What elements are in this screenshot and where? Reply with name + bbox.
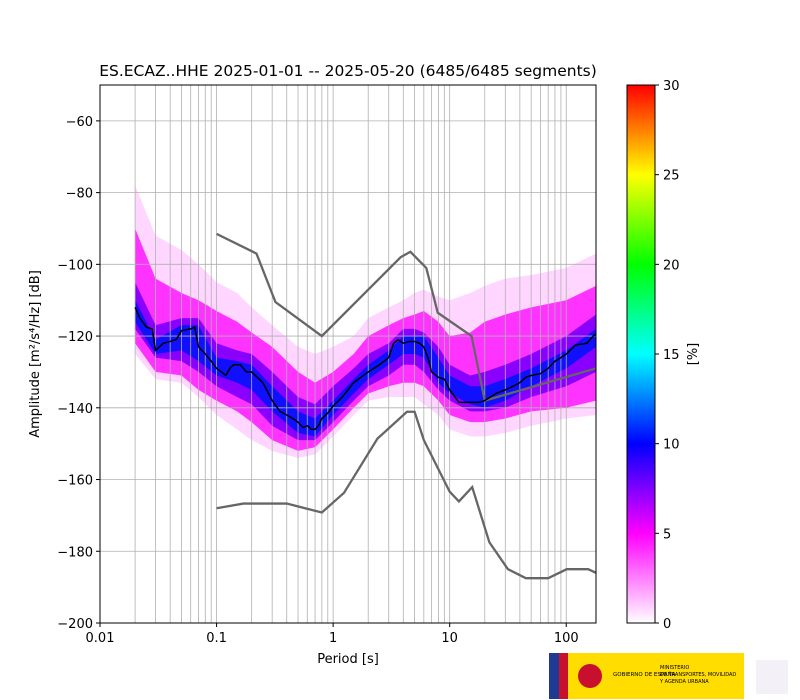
x-tick-label: 10 [441, 631, 458, 646]
colorbar-tick-label: 30 [663, 79, 680, 94]
x-axis-label: Period [s] [317, 652, 379, 667]
footer-logo: GOBIERNO DE ESPAÑA MINISTERIO DE TRANSPO… [549, 653, 788, 699]
ministry-text: Y AGENDA URBANA [659, 679, 709, 685]
series-line [134, 307, 596, 431]
y-tick-label: −60 [66, 115, 93, 130]
y-tick-label: −100 [57, 258, 93, 273]
series-line [216, 410, 596, 580]
plot-frame [99, 84, 597, 624]
y-tick-label: −200 [57, 617, 93, 632]
y-tick-label: −160 [57, 474, 93, 489]
gov-text: GOBIERNO DE ESPAÑA [613, 671, 676, 678]
y-tick-label: −80 [66, 187, 93, 202]
x-tick-label: 0.01 [86, 631, 115, 646]
colorbar-tick-label: 5 [663, 527, 671, 542]
colorbar-label: [%] [686, 343, 701, 366]
y-tick-label: −120 [57, 330, 93, 345]
series-line [216, 232, 596, 403]
ministry-text: MINISTERIO [660, 665, 689, 671]
logo-shield [578, 664, 602, 688]
colorbar-tick-label: 10 [663, 438, 680, 453]
colorbar-tick-label: 25 [663, 169, 680, 184]
colorbar-tick-label: 15 [663, 348, 680, 363]
x-tick-label: 0.1 [206, 631, 227, 646]
colorbar [626, 84, 656, 624]
y-tick-label: −180 [57, 545, 93, 560]
axes: −200 −180 −160 −140 −120 −100 −80 −60 0.01 0.1 1 10… [57, 79, 679, 646]
colorbar-tick-label: 0 [663, 617, 671, 632]
logo-flag-eu [549, 653, 559, 699]
colorbar-tick-label: 20 [663, 258, 680, 273]
logo-flag [559, 653, 568, 699]
y-tick-label: −140 [57, 402, 93, 417]
x-tick-label: 1 [329, 631, 337, 646]
plot-area [100, 85, 596, 623]
x-tick-label: 100 [554, 631, 579, 646]
logo-ign [756, 660, 788, 694]
y-axis-label: Amplitude [m²/s⁴/Hz] [dB] [28, 270, 43, 438]
ministry-text: DE TRANSPORTES, MOVILIDAD [660, 672, 736, 678]
chart-title: ES.ECAZ..HHE 2025-01-01 -- 2025-05-20 (6… [99, 62, 597, 80]
